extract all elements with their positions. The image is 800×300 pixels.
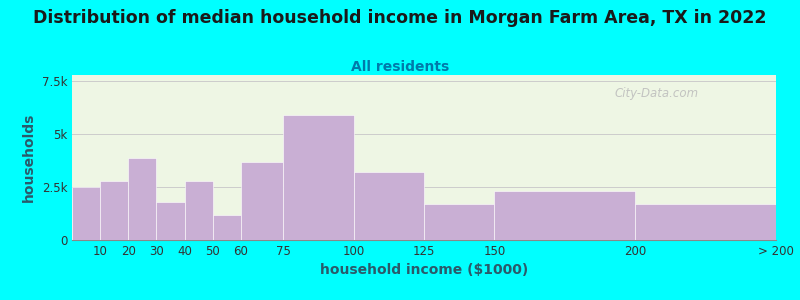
Bar xyxy=(354,172,424,240)
Bar xyxy=(157,202,185,240)
Text: All residents: All residents xyxy=(351,60,449,74)
Bar xyxy=(241,162,283,240)
Bar xyxy=(424,204,494,240)
Bar xyxy=(128,158,157,240)
Bar xyxy=(185,181,213,240)
Y-axis label: households: households xyxy=(22,113,36,202)
Bar xyxy=(635,204,776,240)
Text: Distribution of median household income in Morgan Farm Area, TX in 2022: Distribution of median household income … xyxy=(34,9,766,27)
Bar xyxy=(494,191,635,240)
Text: City-Data.com: City-Data.com xyxy=(614,86,698,100)
Bar xyxy=(283,115,354,240)
Bar xyxy=(100,181,128,240)
Bar xyxy=(72,187,100,240)
X-axis label: household income ($1000): household income ($1000) xyxy=(320,263,528,278)
Bar xyxy=(213,214,241,240)
